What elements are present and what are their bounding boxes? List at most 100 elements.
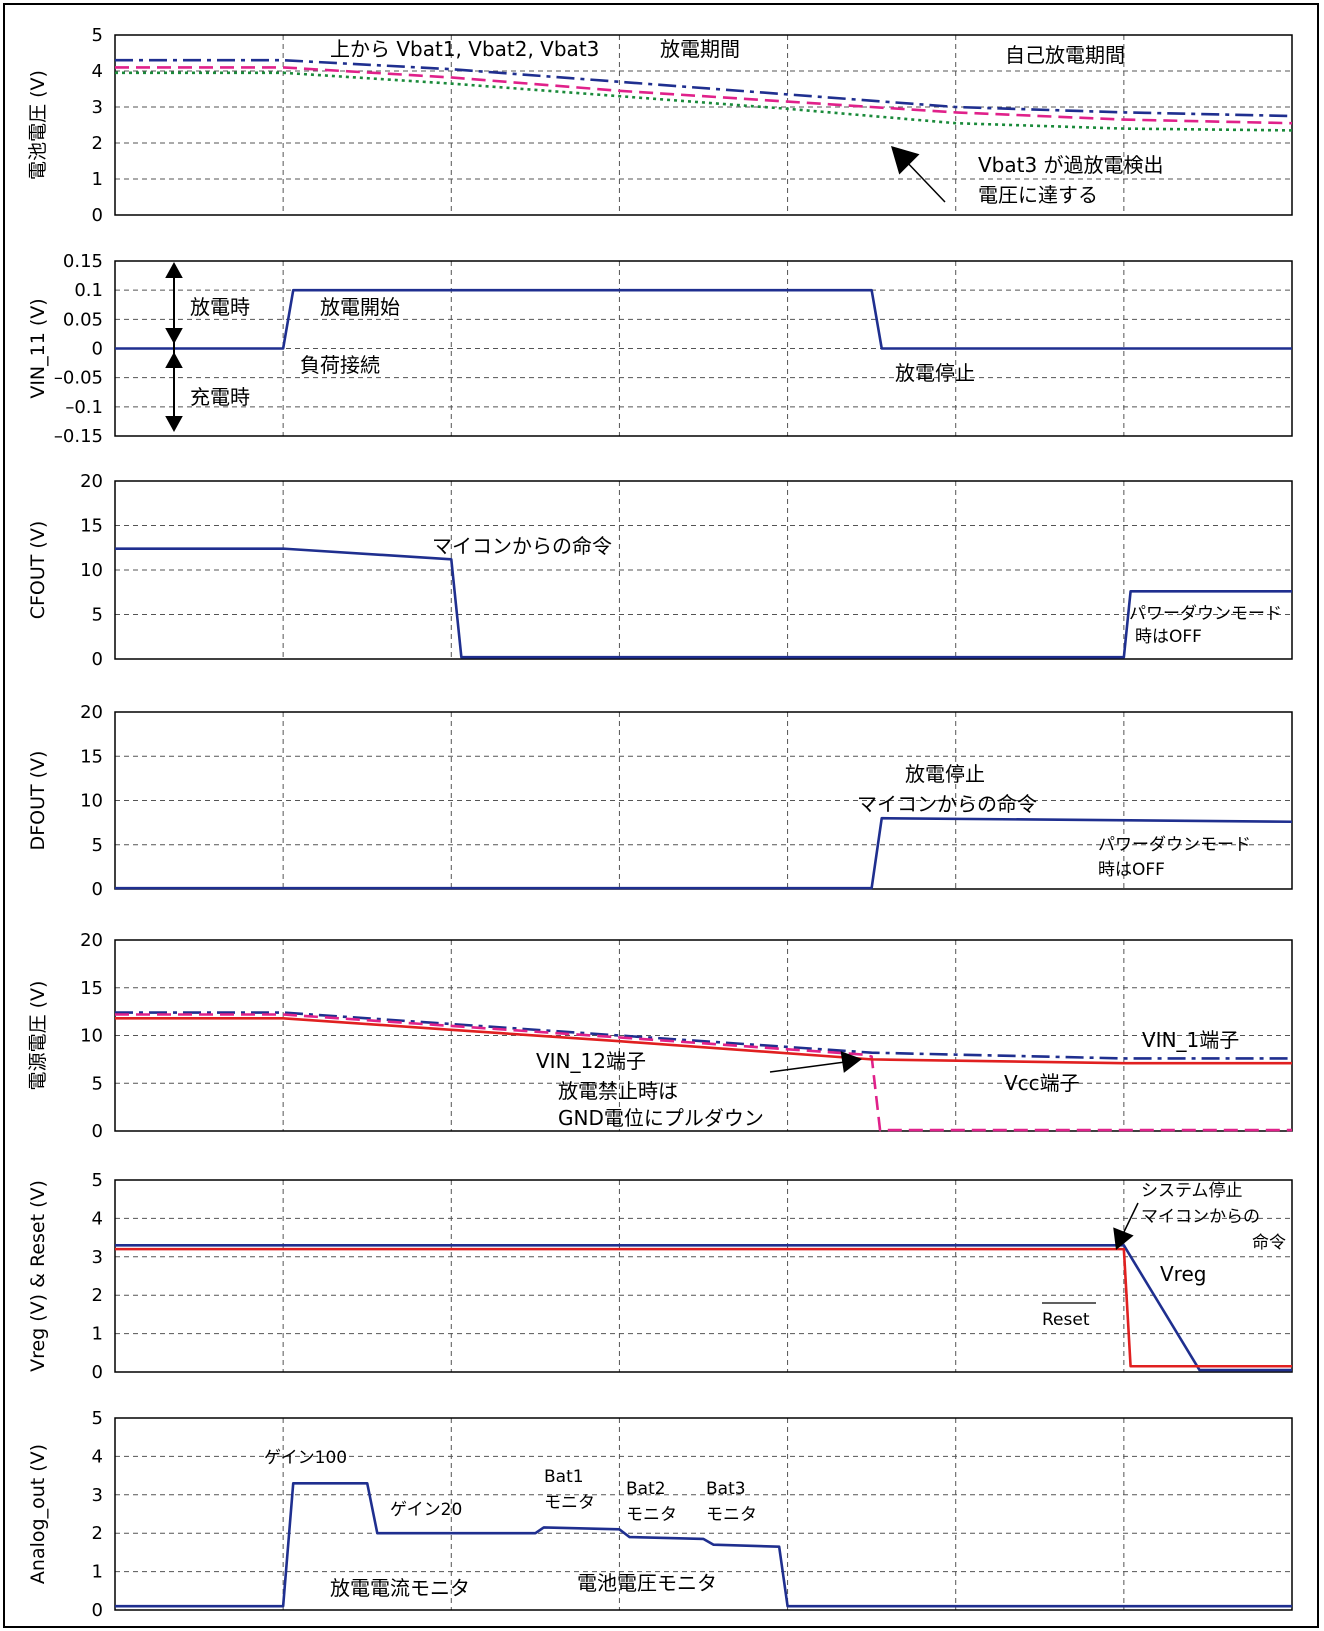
y-tick-label: 3: [92, 1485, 103, 1506]
y-tick-label: 5: [92, 1170, 103, 1191]
annotation-label: パワーダウンモード: [1098, 835, 1251, 855]
y-tick-label: 5: [92, 25, 103, 46]
annotation-label: マイコンからの: [1141, 1207, 1260, 1227]
annotation-label: モニタ: [706, 1505, 757, 1525]
y-tick-label: 5: [92, 605, 103, 626]
series-line-1: [115, 816, 1293, 890]
annotation-label: ゲイン100: [264, 1448, 347, 1468]
y-tick-label: 10: [80, 560, 103, 581]
annotation-label: システム停止: [1141, 1181, 1243, 1201]
range-arrowhead: [165, 262, 183, 278]
series-line-vreg: [115, 1243, 1292, 1372]
chart-panel-6: 0 1 2 3 4 5 Vreg (V) & Reset (V) システム停止マイコンからの命…: [27, 1170, 1293, 1383]
chart-panel-2: –0.15 –0.1 –0.05 0 0.05 0.1 0.15 VIN_11 (V) 放電時充…: [27, 251, 1293, 447]
y-tick-label: 1: [92, 1324, 103, 1345]
y-tick-label: 0: [92, 339, 103, 360]
pointer-arrowhead: [1113, 1227, 1134, 1250]
annotation-label: Bat1: [544, 1467, 584, 1487]
pointer-arrowhead: [891, 146, 920, 175]
y-tick-label: 0: [92, 1600, 103, 1621]
annotation-label: パワーダウンモード: [1129, 604, 1282, 624]
series-line-vbat2: [115, 66, 1293, 125]
y-tick-label: 3: [92, 1247, 103, 1268]
pointer-line: [1121, 1202, 1139, 1237]
pointer-arrowhead: [840, 1051, 862, 1073]
series-line-vcc: [115, 1017, 1292, 1065]
y-tick-label: 4: [92, 1446, 103, 1467]
y-tick-label: 0.1: [74, 280, 103, 301]
y-tick-label: 0.15: [63, 251, 103, 272]
annotation-label: 放電開始: [320, 295, 400, 319]
plot-area: [114, 939, 1293, 1132]
y-tick-label: 20: [80, 930, 103, 951]
y-tick-label: 5: [92, 1408, 103, 1429]
y-tick-label: 0.05: [63, 309, 103, 330]
annotation-label: Reset: [1042, 1310, 1090, 1330]
range-arrowhead: [165, 328, 183, 344]
annotation-label: VIN_1端子: [1142, 1028, 1239, 1052]
annotation-label: 放電電流モニタ: [330, 1576, 470, 1600]
series-line-reset: [115, 1247, 1292, 1368]
annotation-label: 放電停止: [905, 762, 985, 786]
annotation-label: 放電停止: [895, 361, 975, 385]
annotation-label: VIN_12端子: [536, 1049, 646, 1073]
series-line-1: [115, 288, 1292, 350]
annotation-label: 自己放電期間: [1005, 43, 1125, 67]
annotation-label: 上から Vbat1, Vbat2, Vbat3: [330, 37, 599, 61]
y-tick-label: 0: [92, 879, 103, 900]
y-tick-label: 4: [92, 61, 103, 82]
annotation-label: マイコンからの命令: [432, 534, 612, 558]
y-tick-label: 0: [92, 205, 103, 226]
chart-panel-4: 0 5 10 15 20 DFOUT (V) 放電停止マイコンからの命令パワーダウンモード時…: [27, 702, 1293, 900]
chart-panel-7: 0 1 2 3 4 5 Analog_out (V) ゲイン100 ゲイン20 Bat1 モニタ Ba…: [27, 1408, 1293, 1621]
y-tick-label: 0: [92, 1121, 103, 1142]
y-tick-label: –0.15: [54, 426, 103, 447]
y-tick-label: 5: [92, 1073, 103, 1094]
y-tick-label: 15: [80, 978, 103, 999]
annotation-label: 放電禁止時は: [558, 1079, 678, 1103]
y-tick-label: 1: [92, 169, 103, 190]
plot-area: [114, 34, 1293, 216]
figure-frame: [3, 3, 1319, 1628]
annotation-arrows: [165, 146, 1139, 1304]
y-tick-label: 20: [80, 471, 103, 492]
annotation-label: モニタ: [544, 1493, 595, 1513]
annotation-label: 電圧に達する: [978, 183, 1098, 207]
series-line-vin1: [115, 1011, 1292, 1060]
y-axis-label: Analog_out (V): [27, 1444, 49, 1584]
y-axis-label: CFOUT (V): [27, 521, 49, 620]
y-tick-label: 2: [92, 133, 103, 154]
range-arrowhead: [165, 352, 183, 368]
y-tick-label: 0: [92, 649, 103, 670]
annotation-label: 電池電圧モニタ: [577, 1571, 717, 1595]
y-tick-label: 15: [80, 746, 103, 767]
y-tick-label: 4: [92, 1208, 103, 1229]
annotation-label: GND電位にプルダウン: [558, 1106, 764, 1130]
y-tick-label: 2: [92, 1523, 103, 1544]
annotation-label: 充電時: [190, 385, 250, 409]
annotation-label: Vbat3 が過放電検出: [978, 153, 1164, 177]
annotation-label: マイコンからの命令: [857, 792, 1037, 816]
y-tick-label: –0.1: [65, 397, 103, 418]
y-tick-label: 3: [92, 97, 103, 118]
annotation-label: 命令: [1252, 1233, 1286, 1253]
y-tick-label: 0: [92, 1362, 103, 1383]
plot-area: [114, 1179, 1293, 1373]
annotation-label: 負荷接続: [300, 353, 380, 377]
series-line-vin12: [115, 1013, 1292, 1132]
series-line-1: [115, 547, 1292, 659]
series-line-vbat3: [115, 71, 1293, 132]
annotation-label: 放電期間: [660, 37, 740, 61]
series-line-vbat1: [115, 58, 1293, 118]
y-tick-label: 20: [80, 702, 103, 723]
annotation-label: 放電時: [190, 295, 250, 319]
annotation-label: Vreg: [1160, 1262, 1206, 1286]
annotation-label: モニタ: [626, 1505, 677, 1525]
pointer-line: [769, 1061, 846, 1073]
plot-area: [114, 480, 1293, 660]
chart-panel-1: 0 1 2 3 4 5 電池電圧 (V) 上から Vbat1, Vbat2, Vbat3 放電期…: [27, 25, 1293, 226]
y-axis-label: 電源電圧 (V): [27, 981, 49, 1091]
